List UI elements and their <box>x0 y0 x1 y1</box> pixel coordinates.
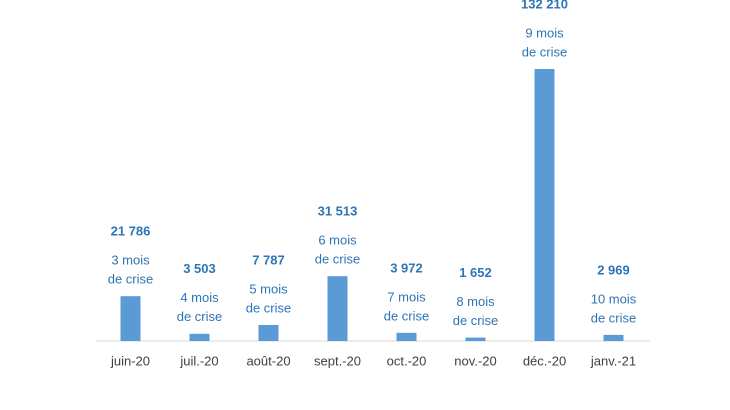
value-label: 1 652 <box>459 265 492 280</box>
bar <box>396 332 417 341</box>
x-tick-label: juil.-20 <box>179 353 218 368</box>
bar <box>327 276 348 341</box>
x-tick-label: juin-20 <box>110 353 150 368</box>
annotation: 5 mois <box>249 281 288 296</box>
bar <box>189 333 210 341</box>
value-label: 7 787 <box>252 252 285 267</box>
annotation: de crise <box>384 308 430 323</box>
value-label: 132 210 <box>521 0 568 11</box>
annotation: 10 mois <box>591 291 637 306</box>
annotation: de crise <box>522 44 568 59</box>
annotation: de crise <box>177 309 223 324</box>
annotation: 8 mois <box>456 294 495 309</box>
annotation: de crise <box>591 310 637 325</box>
annotation: de crise <box>246 300 292 315</box>
x-tick-label: sept.-20 <box>314 353 361 368</box>
annotation: 4 mois <box>180 290 219 305</box>
annotation: de crise <box>315 252 361 267</box>
x-tick-label: oct.-20 <box>387 353 427 368</box>
bar <box>120 296 141 341</box>
bar <box>465 337 486 341</box>
value-label: 3 972 <box>390 260 423 275</box>
x-tick-label: août-20 <box>246 353 290 368</box>
annotation: 6 mois <box>318 233 357 248</box>
bar <box>258 324 279 341</box>
annotation: 7 mois <box>387 289 426 304</box>
value-label: 3 503 <box>183 261 216 276</box>
value-label: 31 513 <box>318 204 358 219</box>
annotation: 3 mois <box>111 253 150 268</box>
annotation: de crise <box>108 272 154 287</box>
annotation: de crise <box>453 313 499 328</box>
annotation: 9 mois <box>525 25 564 40</box>
x-tick-label: déc.-20 <box>523 353 566 368</box>
value-label: 2 969 <box>597 262 630 277</box>
value-label: 21 786 <box>111 224 151 239</box>
bar <box>603 334 624 341</box>
bar <box>534 69 555 341</box>
x-tick-label: janv.-21 <box>590 353 636 368</box>
x-tick-label: nov.-20 <box>454 353 496 368</box>
